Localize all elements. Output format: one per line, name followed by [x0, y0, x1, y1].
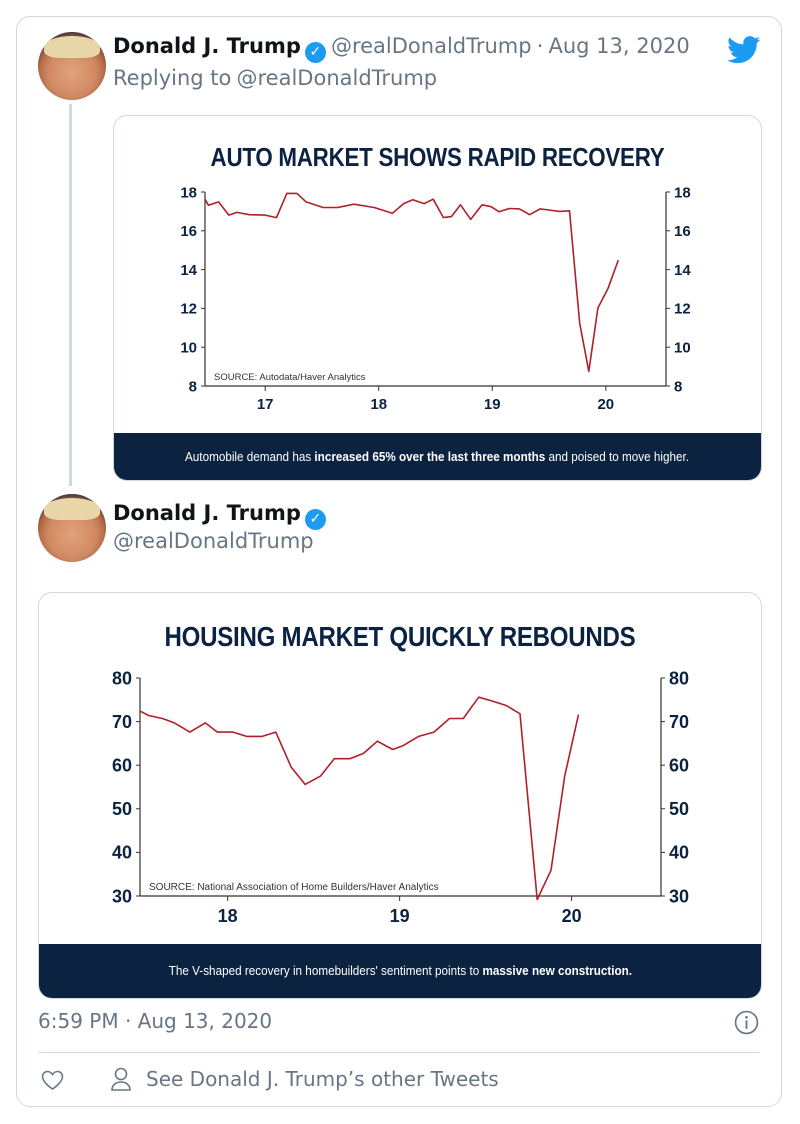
heart-icon[interactable]	[40, 1068, 65, 1092]
caption-bold: massive new construction.	[482, 963, 632, 978]
replying-to: Replying to @realDonaldTrump	[113, 66, 437, 90]
chart-plot: 8 8 10 10 12 12 14 14 16 16 18 18 17 18 19 20 SOURCE: Au…	[180, 184, 691, 413]
x-tick-label: 18	[218, 906, 238, 926]
replying-handle[interactable]: @realDonaldTrump	[236, 66, 438, 90]
separator: ·	[536, 34, 544, 58]
tweet-header: Donald J. Trump ✓	[113, 501, 326, 530]
chart-title: AUTO MARKET SHOWS RAPID RECOVERY	[210, 142, 665, 172]
other-tweets-link[interactable]: See Donald J. Trump’s other Tweets	[110, 1066, 499, 1092]
person-icon	[111, 1067, 131, 1091]
tweet-header: Donald J. Trump ✓ @realDonaldTrump · Aug …	[113, 34, 690, 63]
thread-line	[69, 104, 72, 486]
replying-prefix: Replying to	[113, 66, 232, 90]
x-tick-label: 18	[370, 396, 387, 413]
other-tweets-label: See Donald J. Trump’s other Tweets	[146, 1067, 499, 1091]
y-tick-label-left: 18	[180, 184, 197, 201]
chart-plot: 30 30 40 40 50 50 60 60 70 70 80 80 18 19 20 SOURCE: Na…	[112, 668, 689, 926]
caption-text-end: and poised to move higher.	[545, 449, 690, 464]
y-tick-label-right: 50	[669, 799, 689, 819]
y-tick-label-left: 50	[112, 799, 132, 819]
chart-source: SOURCE: National Association of Home Bui…	[149, 882, 439, 893]
y-tick-label-right: 40	[669, 843, 689, 863]
y-tick-label-left: 30	[112, 886, 132, 906]
y-tick-label-right: 18	[674, 184, 691, 201]
y-tick-label-right: 80	[669, 668, 689, 688]
y-tick-label-right: 30	[669, 886, 689, 906]
y-tick-label-left: 60	[112, 756, 132, 776]
twitter-bird-icon[interactable]	[727, 36, 761, 64]
housing-market-chart-image[interactable]: HOUSING MARKET QUICKLY REBOUNDS 30 30 40 40…	[38, 592, 762, 999]
verified-badge-icon: ✓	[304, 42, 326, 63]
caption-bold: increased 65% over the last three months	[314, 449, 546, 464]
info-icon[interactable]	[734, 1010, 759, 1035]
avatar[interactable]	[38, 494, 106, 562]
divider	[38, 1052, 760, 1053]
y-tick-label-left: 8	[189, 378, 197, 395]
y-tick-label-right: 10	[674, 339, 691, 356]
y-tick-label-left: 80	[112, 668, 132, 688]
series-line	[139, 696, 580, 901]
auto-market-chart-image[interactable]: AUTO MARKET SHOWS RAPID RECOVERY 8 8 10 10 1…	[113, 115, 762, 481]
y-tick-label-left: 40	[112, 843, 132, 863]
author-name[interactable]: Donald J. Trump	[113, 501, 301, 525]
y-tick-label-left: 70	[112, 712, 132, 732]
y-tick-label-right: 60	[669, 756, 689, 776]
y-tick-label-right: 14	[674, 262, 691, 279]
series-line	[204, 192, 620, 373]
x-tick-label: 20	[562, 906, 582, 926]
chart-source: SOURCE: Autodata/Haver Analytics	[214, 372, 366, 383]
x-tick-label: 20	[597, 396, 614, 413]
chart-caption: The V-shaped recovery in homebuilders' s…	[39, 944, 761, 998]
y-tick-label-left: 12	[180, 301, 197, 318]
y-tick-label-left: 10	[180, 339, 197, 356]
x-tick-label: 19	[484, 396, 501, 413]
author-handle[interactable]: @realDonaldTrump	[330, 34, 532, 58]
x-tick-label: 17	[257, 396, 274, 413]
x-tick-label: 19	[390, 906, 410, 926]
author-handle-row: @realDonaldTrump	[113, 529, 314, 553]
y-tick-label-right: 8	[674, 378, 682, 395]
y-tick-label-right: 70	[669, 712, 689, 732]
tweet-timestamp[interactable]: 6:59 PM · Aug 13, 2020	[38, 1009, 273, 1033]
chart-caption: Automobile demand has increased 65% over…	[114, 433, 761, 480]
author-name[interactable]: Donald J. Trump	[113, 34, 301, 58]
caption-text: The V-shaped recovery in homebuilders' s…	[168, 963, 483, 978]
chart-title: HOUSING MARKET QUICKLY REBOUNDS	[164, 621, 636, 652]
tweet-card	[16, 16, 782, 1107]
avatar[interactable]	[38, 32, 106, 100]
tweet-date[interactable]: Aug 13, 2020	[548, 34, 690, 58]
y-tick-label-left: 16	[180, 223, 197, 240]
caption-text: Automobile demand has	[185, 449, 315, 464]
author-handle[interactable]: @realDonaldTrump	[113, 529, 314, 553]
verified-badge-icon: ✓	[304, 509, 326, 530]
y-tick-label-right: 16	[674, 223, 691, 240]
y-tick-label-right: 12	[674, 301, 691, 318]
y-tick-label-left: 14	[180, 262, 197, 279]
